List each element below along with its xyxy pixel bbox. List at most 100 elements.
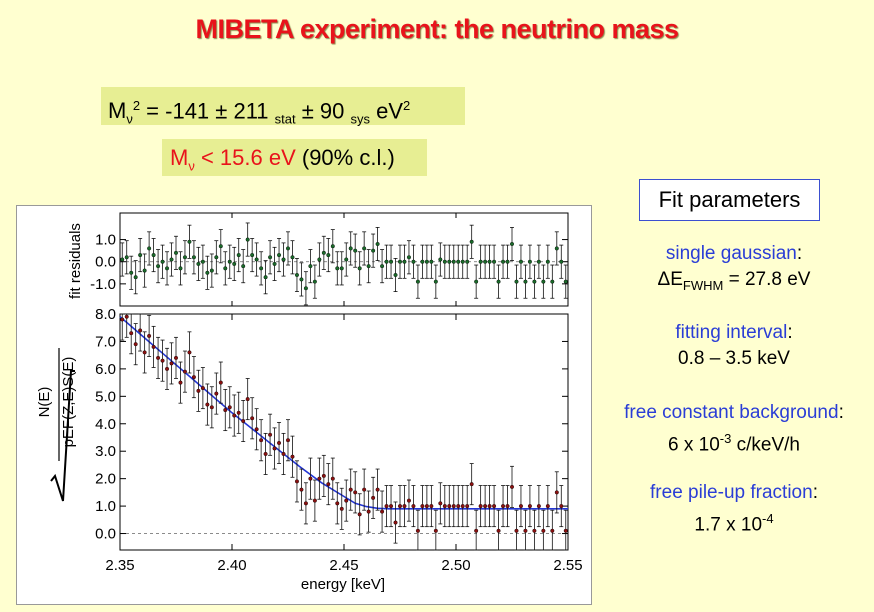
residual-point: [456, 244, 461, 279]
spectrum-point: [156, 336, 161, 379]
ylabel-numerator: N(E): [36, 387, 53, 418]
residual-point: [250, 238, 255, 273]
spectrum-marker: [510, 484, 515, 489]
spectrum-marker: [554, 490, 559, 495]
residual-point: [420, 244, 425, 279]
spectrum-ylabel: N(E) pEF(Z,E)S(E): [36, 348, 77, 502]
spectrum-marker: [124, 314, 129, 319]
residual-point: [424, 244, 429, 279]
residual-marker: [514, 279, 519, 284]
spectrum-point: [227, 386, 232, 429]
residual-marker: [120, 257, 125, 262]
residuals-ytick-label: -1.0: [90, 276, 116, 293]
residual-marker: [205, 270, 210, 275]
residual-point: [384, 244, 389, 279]
spectrum-ytick-label: 3.0: [95, 443, 116, 460]
spectrum-marker: [281, 451, 286, 456]
spectrum-point: [321, 454, 326, 497]
spectrum-point: [281, 432, 286, 475]
residual-point: [205, 255, 210, 290]
spectrum-marker: [209, 405, 214, 410]
spectrum-marker: [532, 528, 537, 533]
spectrum-marker: [223, 408, 228, 413]
residual-marker: [326, 253, 331, 258]
spectrum-point: [442, 485, 447, 528]
residual-marker: [214, 255, 219, 260]
spectrum-marker: [191, 375, 196, 380]
residual-point: [120, 242, 125, 277]
residuals-ylabel: fit residuals: [67, 223, 84, 299]
spectrum-marker: [277, 440, 282, 445]
spectrum-ytick-label: 7.0: [95, 333, 116, 350]
spectrum-point: [254, 408, 259, 451]
residuals-ytick-label: 1.0: [95, 232, 116, 249]
fwhm-subscript: FWHM: [682, 277, 724, 293]
spectrum-point: [433, 509, 438, 551]
spectrum-marker: [460, 504, 465, 509]
residual-marker: [384, 259, 389, 264]
param-value: 1.7 x 10: [694, 514, 763, 536]
param-value: 6 x 10: [668, 434, 720, 456]
residual-point: [147, 231, 152, 266]
residual-point: [133, 260, 138, 295]
spectrum-point: [294, 460, 299, 503]
spectrum-point: [218, 361, 223, 404]
residual-marker: [178, 266, 183, 271]
limit-value: < 15.6 eV: [194, 145, 296, 170]
residual-marker: [191, 255, 196, 260]
residual-point: [299, 262, 304, 297]
spectrum-marker: [384, 504, 389, 509]
residual-marker: [550, 279, 555, 284]
spectrum-point: [214, 372, 219, 415]
residual-point: [366, 249, 371, 284]
spectrum-point: [187, 331, 192, 374]
residual-point: [357, 251, 362, 286]
spectrum-marker: [469, 482, 474, 487]
residual-marker: [362, 246, 367, 251]
spectrum-point: [536, 485, 541, 528]
sys-error-value: ± 90: [295, 98, 351, 124]
residual-marker: [218, 244, 223, 249]
residual-point: [483, 244, 488, 279]
spectrum-point: [447, 485, 452, 528]
residual-marker: [268, 255, 273, 260]
spectrum-marker: [523, 528, 528, 533]
spectrum-point: [465, 485, 470, 528]
spectrum-marker: [272, 446, 277, 451]
residual-point: [451, 244, 456, 279]
spectrum-point: [147, 314, 152, 357]
residual-point: [191, 240, 196, 275]
residual-point: [510, 226, 515, 262]
residual-marker: [371, 248, 376, 253]
residual-point: [438, 242, 443, 277]
residual-marker: [460, 259, 465, 264]
residual-point: [492, 244, 497, 279]
spectrum-point: [259, 419, 264, 462]
param-fitting-interval: fitting interval: 0.8 – 3.5 keV: [594, 320, 874, 372]
spectrum-point: [357, 493, 362, 536]
residual-marker: [254, 257, 259, 262]
spectrum-xtick-label: 2.40: [217, 557, 246, 574]
residual-marker: [312, 279, 317, 284]
residual-marker: [393, 272, 398, 277]
spectrum-marker: [227, 405, 232, 410]
residual-point: [281, 242, 286, 277]
residual-marker: [541, 279, 546, 284]
spectrum-point: [559, 485, 564, 528]
spectrum-marker: [465, 504, 470, 509]
residual-point: [411, 244, 416, 279]
residual-point: [241, 249, 246, 284]
residual-point: [518, 244, 523, 279]
residual-point: [501, 244, 506, 279]
residual-point: [541, 264, 546, 299]
residual-point: [290, 240, 295, 275]
spectrum-point: [384, 485, 389, 528]
limit-nu-subscript: ν: [188, 158, 195, 174]
residual-point: [371, 233, 376, 268]
spectrum-point: [160, 339, 165, 382]
spectrum-ytick-label: 6.0: [95, 361, 116, 378]
spectrum-marker: [447, 504, 452, 509]
spectrum-point: [415, 509, 420, 551]
spectrum-point: [129, 313, 134, 355]
residual-point: [151, 238, 156, 273]
